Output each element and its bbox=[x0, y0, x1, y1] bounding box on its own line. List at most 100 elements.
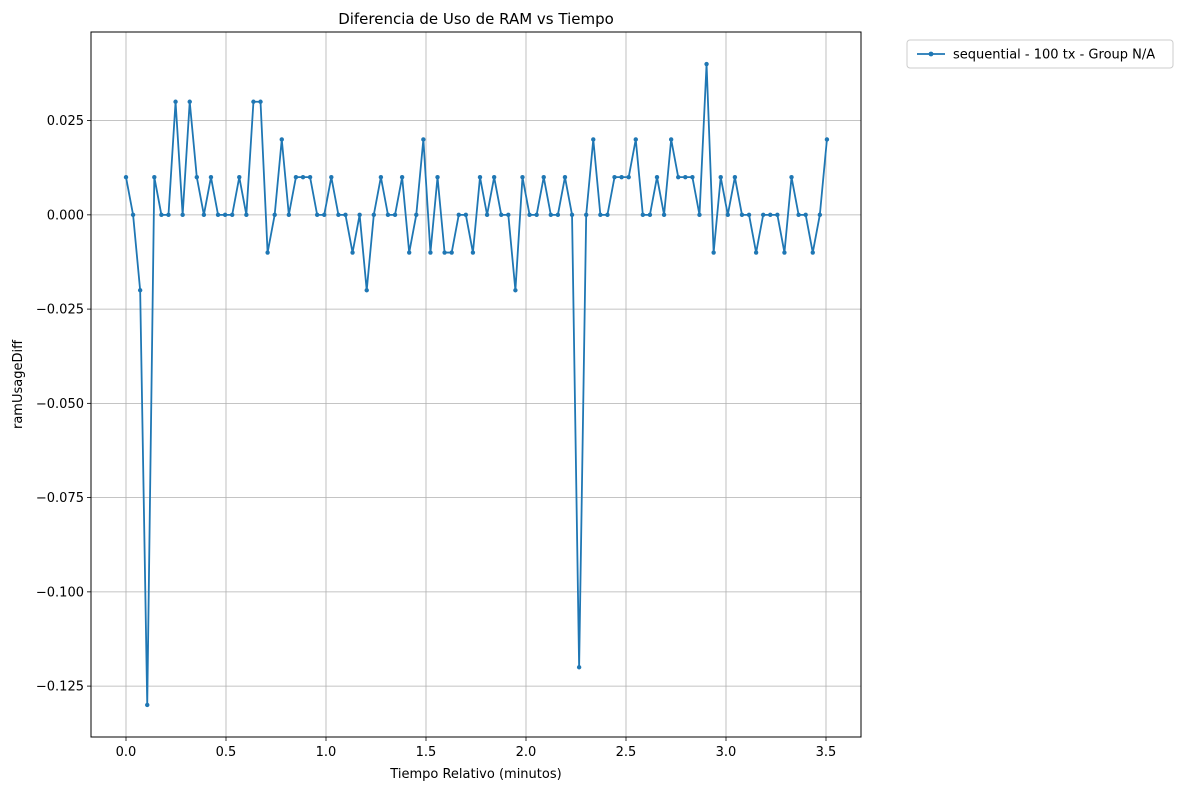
data-point bbox=[329, 174, 334, 180]
chart-title: Diferencia de Uso de RAM vs Tiempo bbox=[338, 10, 614, 28]
data-point bbox=[612, 174, 617, 180]
data-point bbox=[584, 212, 589, 218]
data-point bbox=[746, 212, 752, 218]
data-point bbox=[711, 250, 716, 255]
data-point bbox=[442, 250, 447, 255]
data-point bbox=[222, 212, 228, 218]
x-tick-label: 1.5 bbox=[416, 745, 437, 760]
data-point bbox=[775, 212, 780, 218]
data-point bbox=[215, 212, 221, 218]
data-point bbox=[180, 212, 185, 218]
data-point bbox=[576, 665, 582, 670]
x-tick-label: 2.5 bbox=[616, 745, 637, 760]
data-point bbox=[194, 174, 199, 180]
y-tick-label: 0.025 bbox=[47, 114, 84, 129]
data-point bbox=[782, 250, 787, 255]
data-point bbox=[676, 174, 681, 180]
data-point bbox=[123, 174, 129, 180]
data-point bbox=[244, 212, 249, 218]
data-point bbox=[661, 212, 667, 218]
legend-series-label: sequential - 100 tx - Group N/A bbox=[953, 48, 1155, 63]
data-point bbox=[491, 174, 497, 180]
data-point bbox=[605, 212, 610, 218]
data-point bbox=[513, 288, 518, 293]
y-tick-label: −0.025 bbox=[36, 303, 84, 318]
data-point bbox=[683, 174, 688, 180]
data-point bbox=[548, 212, 553, 218]
data-point bbox=[569, 212, 575, 218]
data-point bbox=[307, 174, 313, 180]
y-tick-label: −0.075 bbox=[36, 491, 84, 506]
data-point bbox=[555, 212, 561, 218]
data-point bbox=[357, 212, 362, 218]
data-point bbox=[520, 174, 525, 180]
x-tick-label: 0.0 bbox=[116, 745, 137, 760]
data-point bbox=[300, 174, 306, 180]
x-tick-label: 3.5 bbox=[816, 745, 837, 760]
data-point bbox=[414, 212, 419, 218]
data-point bbox=[591, 137, 596, 142]
data-point bbox=[484, 212, 490, 218]
data-point bbox=[145, 702, 150, 708]
data-point bbox=[647, 212, 653, 218]
data-point bbox=[725, 212, 730, 218]
data-point bbox=[598, 212, 603, 218]
x-tick-label: 0.5 bbox=[216, 745, 237, 760]
y-tick-label: −0.125 bbox=[36, 680, 84, 695]
data-point bbox=[768, 212, 773, 218]
data-point bbox=[159, 212, 164, 218]
data-point bbox=[251, 99, 256, 104]
data-point bbox=[796, 212, 801, 218]
data-point bbox=[697, 212, 702, 218]
data-point bbox=[201, 212, 207, 218]
data-point bbox=[279, 137, 284, 142]
legend-marker-swatch bbox=[928, 51, 934, 57]
y-axis-label: ramUsageDiff bbox=[11, 339, 26, 429]
legend: sequential - 100 tx - Group N/A bbox=[906, 39, 1174, 69]
x-tick-label: 1.0 bbox=[316, 745, 337, 760]
data-point bbox=[371, 212, 376, 218]
data-point bbox=[343, 212, 348, 218]
data-point bbox=[527, 212, 532, 218]
x-axis-label: Tiempo Relativo (minutos) bbox=[389, 767, 561, 782]
data-point bbox=[803, 212, 808, 218]
data-point bbox=[421, 137, 426, 142]
data-point bbox=[789, 174, 794, 180]
data-point bbox=[399, 174, 405, 180]
series-layer bbox=[123, 61, 830, 708]
plot-area-frame bbox=[90, 31, 862, 738]
data-point bbox=[633, 137, 638, 142]
data-point bbox=[541, 174, 546, 180]
data-point bbox=[173, 99, 178, 104]
data-point bbox=[314, 212, 320, 218]
x-axis-ticks: 0.0 0.5 1.0 1.5 2.0 2.5 3.0 3.5 bbox=[116, 737, 837, 760]
data-point bbox=[499, 212, 504, 218]
data-point bbox=[810, 250, 815, 255]
x-tick-label: 2.0 bbox=[516, 745, 537, 760]
series-line bbox=[125, 63, 828, 706]
data-point bbox=[336, 212, 341, 218]
data-point bbox=[392, 212, 398, 218]
data-point bbox=[385, 212, 391, 218]
y-tick-label: −0.050 bbox=[36, 397, 84, 412]
data-point bbox=[322, 212, 327, 218]
data-point bbox=[824, 137, 830, 142]
data-point bbox=[230, 212, 235, 218]
data-point bbox=[640, 212, 646, 218]
data-point bbox=[817, 212, 823, 218]
data-point bbox=[690, 174, 695, 180]
data-point bbox=[619, 174, 624, 180]
data-point bbox=[470, 250, 476, 255]
data-point bbox=[456, 212, 461, 218]
y-axis-ticks: −0.125 −0.100 −0.075 −0.050 −0.025 0.000 0.025 bbox=[36, 114, 91, 695]
data-point bbox=[152, 174, 157, 180]
data-point bbox=[739, 212, 745, 218]
data-point bbox=[286, 212, 292, 218]
data-point bbox=[166, 212, 171, 218]
data-point bbox=[761, 212, 766, 218]
data-point bbox=[137, 288, 143, 293]
data-point bbox=[258, 99, 263, 104]
data-point bbox=[293, 174, 299, 180]
data-point bbox=[753, 250, 759, 255]
